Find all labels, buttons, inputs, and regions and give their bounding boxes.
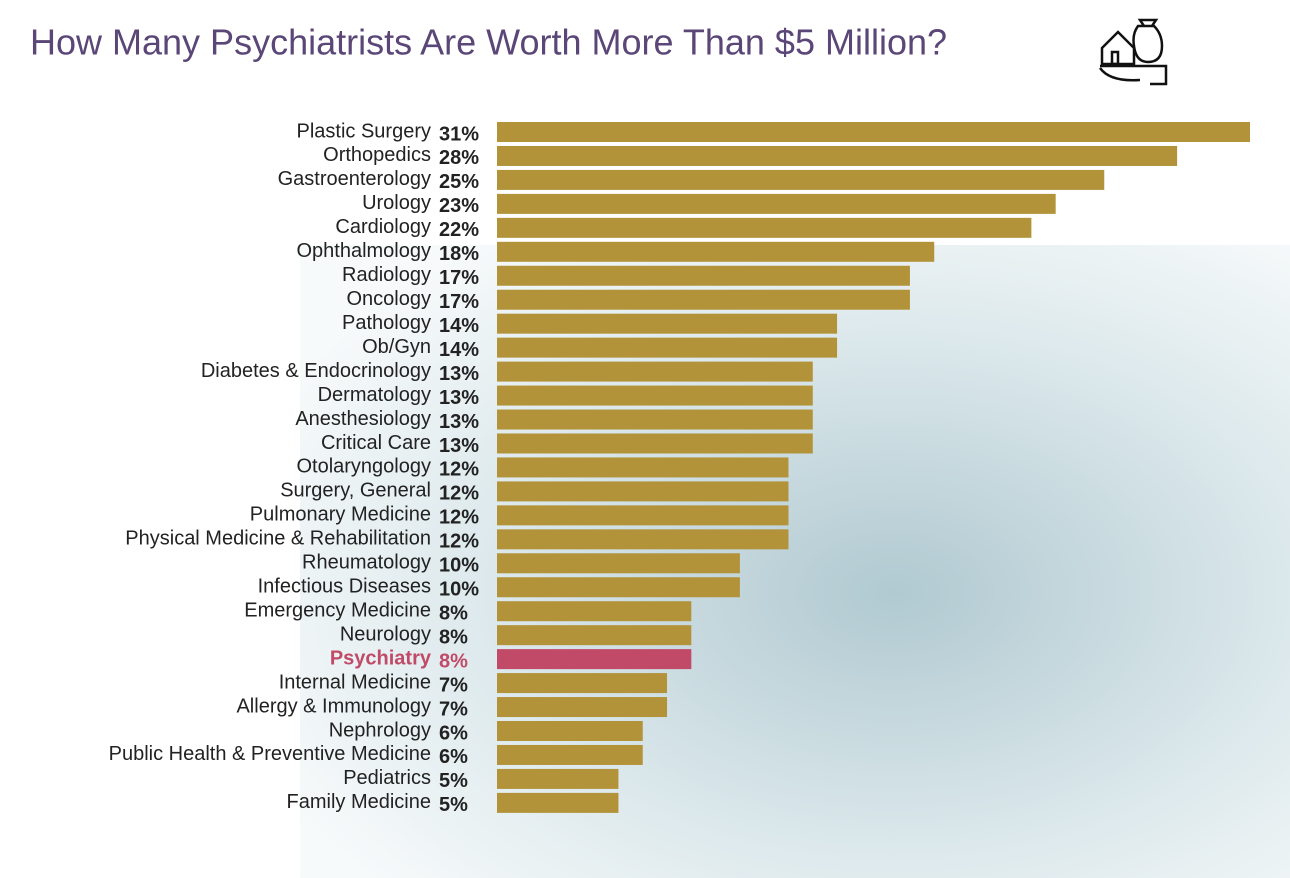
bar bbox=[497, 649, 692, 670]
bar bbox=[497, 744, 643, 765]
category-label: Neurology bbox=[340, 623, 431, 645]
value-label: 7% bbox=[439, 698, 468, 720]
bar bbox=[497, 577, 740, 598]
bar bbox=[497, 361, 813, 382]
category-label: Critical Care bbox=[321, 432, 431, 454]
category-label: Infectious Diseases bbox=[258, 576, 431, 598]
category-label: Allergy & Immunology bbox=[236, 695, 431, 717]
category-label: Cardiology bbox=[335, 216, 431, 238]
bar bbox=[497, 505, 789, 526]
bar bbox=[497, 145, 1178, 166]
value-label: 22% bbox=[439, 219, 479, 241]
category-label: Orthopedics bbox=[323, 144, 431, 166]
category-label: Nephrology bbox=[329, 719, 431, 741]
category-label: Surgery, General bbox=[280, 480, 431, 502]
value-label: 28% bbox=[439, 147, 479, 169]
value-label: 12% bbox=[439, 459, 479, 481]
category-label: Public Health & Preventive Medicine bbox=[109, 743, 431, 765]
money-icon bbox=[1098, 18, 1168, 86]
category-label: Otolaryngology bbox=[296, 456, 431, 478]
bar bbox=[497, 697, 668, 718]
bar bbox=[497, 193, 1056, 214]
bar bbox=[497, 289, 910, 310]
category-label: Physical Medicine & Rehabilitation bbox=[125, 528, 431, 550]
category-label: Ophthalmology bbox=[296, 240, 431, 262]
category-label: Anesthesiology bbox=[295, 408, 431, 430]
bar bbox=[497, 481, 789, 502]
value-label: 10% bbox=[439, 579, 479, 601]
bar bbox=[497, 457, 789, 478]
value-label: 8% bbox=[439, 626, 468, 648]
bar bbox=[497, 409, 813, 430]
category-label: Ob/Gyn bbox=[362, 336, 431, 358]
bar bbox=[497, 337, 838, 358]
bar bbox=[497, 601, 692, 622]
bar bbox=[497, 721, 643, 741]
value-label: 23% bbox=[439, 195, 479, 217]
value-label: 6% bbox=[439, 722, 468, 744]
category-label: Pediatrics bbox=[343, 767, 431, 789]
category-label: Family Medicine bbox=[287, 791, 431, 813]
value-label: 14% bbox=[439, 315, 479, 337]
bar bbox=[497, 313, 838, 334]
value-label: 5% bbox=[439, 770, 468, 792]
category-label: Psychiatry bbox=[330, 647, 432, 669]
value-label: 17% bbox=[439, 291, 479, 313]
value-label: 17% bbox=[439, 267, 479, 289]
value-label: 8% bbox=[439, 602, 468, 624]
category-label: Urology bbox=[362, 192, 431, 214]
category-label: Oncology bbox=[347, 288, 432, 310]
value-label: 7% bbox=[439, 674, 468, 696]
category-label: Emergency Medicine bbox=[244, 599, 431, 621]
bar bbox=[497, 217, 1032, 238]
category-label: Radiology bbox=[342, 264, 431, 286]
category-label: Plastic Surgery bbox=[297, 120, 432, 142]
bar bbox=[497, 433, 813, 454]
value-label: 31% bbox=[439, 123, 479, 145]
category-label: Rheumatology bbox=[302, 552, 431, 574]
bar bbox=[497, 625, 692, 646]
value-label: 13% bbox=[439, 387, 479, 409]
category-label: Internal Medicine bbox=[279, 671, 431, 693]
value-label: 12% bbox=[439, 531, 479, 553]
bar bbox=[497, 122, 1250, 142]
category-label: Pulmonary Medicine bbox=[250, 504, 431, 526]
value-label: 18% bbox=[439, 243, 479, 265]
value-label: 12% bbox=[439, 483, 479, 505]
bar bbox=[497, 792, 619, 813]
category-label: Gastroenterology bbox=[278, 168, 431, 190]
value-label: 5% bbox=[439, 794, 468, 816]
value-label: 14% bbox=[439, 339, 479, 361]
bar bbox=[497, 553, 740, 574]
bar bbox=[497, 385, 813, 406]
value-label: 13% bbox=[439, 411, 479, 433]
bar bbox=[497, 265, 910, 286]
value-label: 6% bbox=[439, 746, 468, 768]
value-label: 10% bbox=[439, 555, 479, 577]
bar bbox=[497, 673, 668, 694]
bar bbox=[497, 529, 789, 550]
bar bbox=[497, 768, 619, 789]
category-label: Dermatology bbox=[318, 384, 431, 406]
category-label: Diabetes & Endocrinology bbox=[201, 360, 431, 382]
value-label: 8% bbox=[439, 650, 468, 672]
category-label: Pathology bbox=[342, 312, 431, 334]
value-label: 25% bbox=[439, 171, 479, 193]
value-label: 12% bbox=[439, 507, 479, 529]
chart-title: How Many Psychiatrists Are Worth More Th… bbox=[30, 22, 947, 63]
value-label: 13% bbox=[439, 435, 479, 457]
bar bbox=[497, 169, 1105, 190]
value-label: 13% bbox=[439, 363, 479, 385]
bar bbox=[497, 241, 935, 262]
